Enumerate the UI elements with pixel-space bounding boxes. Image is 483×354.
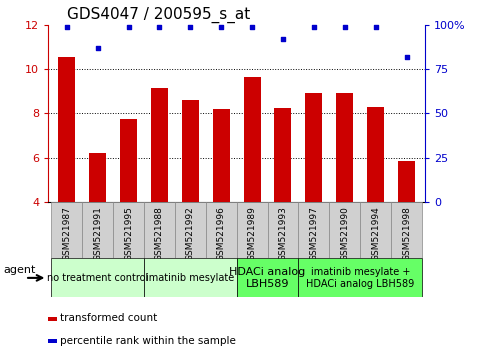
Bar	[82, 202, 113, 258]
Text: GSM521996: GSM521996	[217, 206, 226, 261]
Text: GSM521997: GSM521997	[310, 206, 318, 261]
Text: GSM521990: GSM521990	[340, 206, 349, 261]
Bar	[391, 202, 422, 258]
Point	[403, 54, 411, 59]
Bar	[360, 202, 391, 258]
Point	[372, 24, 380, 29]
Bar	[120, 119, 137, 202]
Bar	[48, 339, 57, 343]
Point	[94, 45, 101, 51]
Bar	[151, 88, 168, 202]
Bar	[268, 202, 298, 258]
Text: GSM521993: GSM521993	[279, 206, 287, 261]
Text: transformed count: transformed count	[60, 314, 157, 324]
Text: GSM521994: GSM521994	[371, 206, 380, 261]
Bar	[48, 317, 57, 321]
Text: GSM521988: GSM521988	[155, 206, 164, 261]
Point	[341, 24, 349, 29]
Bar	[274, 108, 291, 202]
Bar	[213, 109, 230, 202]
Text: GSM521998: GSM521998	[402, 206, 411, 261]
Text: GSM521992: GSM521992	[186, 206, 195, 261]
Text: imatinib mesylate: imatinib mesylate	[146, 273, 234, 283]
Bar	[237, 202, 268, 258]
Bar	[305, 93, 322, 202]
Bar	[144, 202, 175, 258]
Text: HDACi analog
LBH589: HDACi analog LBH589	[229, 267, 306, 289]
Text: no treatment control: no treatment control	[47, 273, 148, 283]
Point	[63, 24, 71, 29]
Bar	[182, 100, 199, 202]
Bar	[89, 153, 106, 202]
Bar	[367, 107, 384, 202]
Bar	[329, 202, 360, 258]
Text: GSM521987: GSM521987	[62, 206, 71, 261]
Text: GDS4047 / 200595_s_at: GDS4047 / 200595_s_at	[67, 7, 250, 23]
Text: GSM521989: GSM521989	[248, 206, 256, 261]
Bar	[206, 202, 237, 258]
Bar	[336, 93, 353, 202]
Point	[156, 24, 163, 29]
Bar	[298, 258, 422, 297]
Bar	[51, 202, 82, 258]
Point	[125, 24, 132, 29]
Bar	[113, 202, 144, 258]
Text: imatinib mesylate +
HDACi analog LBH589: imatinib mesylate + HDACi analog LBH589	[306, 267, 414, 289]
Point	[248, 24, 256, 29]
Bar	[144, 258, 237, 297]
Point	[310, 24, 318, 29]
Text: percentile rank within the sample: percentile rank within the sample	[60, 336, 236, 346]
Text: agent: agent	[4, 265, 36, 275]
Bar	[51, 258, 144, 297]
Bar	[398, 161, 415, 202]
Bar	[175, 202, 206, 258]
Text: GSM521995: GSM521995	[124, 206, 133, 261]
Bar	[237, 258, 298, 297]
Point	[279, 36, 287, 42]
Bar	[298, 202, 329, 258]
Bar	[58, 57, 75, 202]
Text: GSM521991: GSM521991	[93, 206, 102, 261]
Point	[217, 24, 225, 29]
Point	[186, 24, 194, 29]
Bar	[243, 77, 261, 202]
